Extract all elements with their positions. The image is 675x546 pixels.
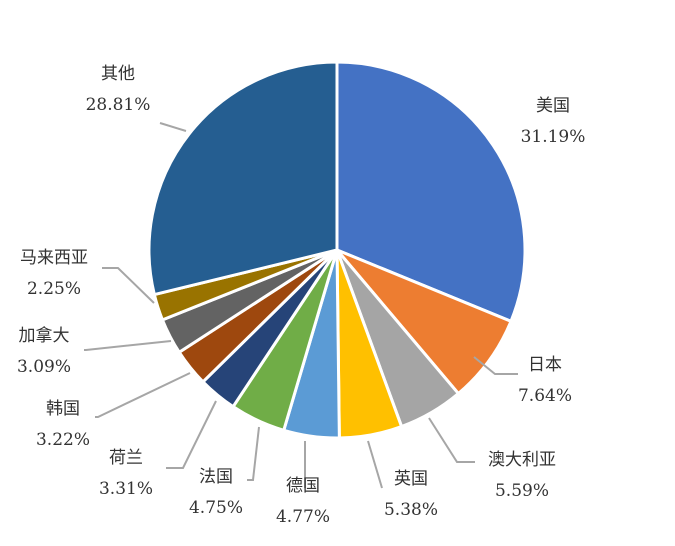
leader-lines <box>84 122 518 489</box>
slice-label-name: 德国 <box>286 476 320 496</box>
leader-line-2 <box>428 417 475 463</box>
leader-line-5 <box>247 426 260 481</box>
slice-label-percent: 7.64% <box>518 386 572 406</box>
pie-slices <box>147 60 527 440</box>
slice-label-percent: 3.31% <box>99 479 153 499</box>
slice-label-percent: 3.09% <box>17 357 71 377</box>
slice-label-name: 英国 <box>394 469 428 489</box>
slice-label-name: 加拿大 <box>19 325 70 346</box>
slice-label-name: 马来西亚 <box>20 248 88 268</box>
slice-label-percent: 28.81% <box>86 95 151 115</box>
slice-label-name: 法国 <box>199 467 233 487</box>
slice-label-name: 日本 <box>528 355 562 375</box>
leader-line-10 <box>159 122 187 132</box>
pie-slice-10 <box>147 60 339 297</box>
slice-label-name: 荷兰 <box>109 448 143 468</box>
pie-slice-0 <box>335 60 527 323</box>
leader-line-8 <box>84 340 172 351</box>
slice-label-percent: 2.25% <box>27 279 81 299</box>
slice-label-name: 韩国 <box>46 399 80 419</box>
slice-label-percent: 5.59% <box>495 481 549 501</box>
leader-line-9 <box>102 267 155 304</box>
slice-label-name: 澳大利亚 <box>488 450 556 470</box>
leader-line-6 <box>166 400 217 469</box>
slice-labels: 美国 31.19% 日本 7.64% 澳大利亚 5.59% 英国 5.38% 德国 4.77% 法国… <box>17 64 585 527</box>
leader-line-7 <box>95 372 191 418</box>
slice-label-percent: 3.22% <box>36 430 90 450</box>
slice-label-name: 美国 <box>536 96 570 116</box>
slice-label-percent: 31.19% <box>521 127 586 147</box>
slice-label-percent: 5.38% <box>384 500 438 520</box>
slice-label-percent: 4.77% <box>276 507 330 527</box>
leader-line-3 <box>367 440 383 489</box>
slice-label-name: 其他 <box>101 64 135 84</box>
slice-label-percent: 4.75% <box>189 498 243 518</box>
leader-line-1 <box>473 356 518 375</box>
